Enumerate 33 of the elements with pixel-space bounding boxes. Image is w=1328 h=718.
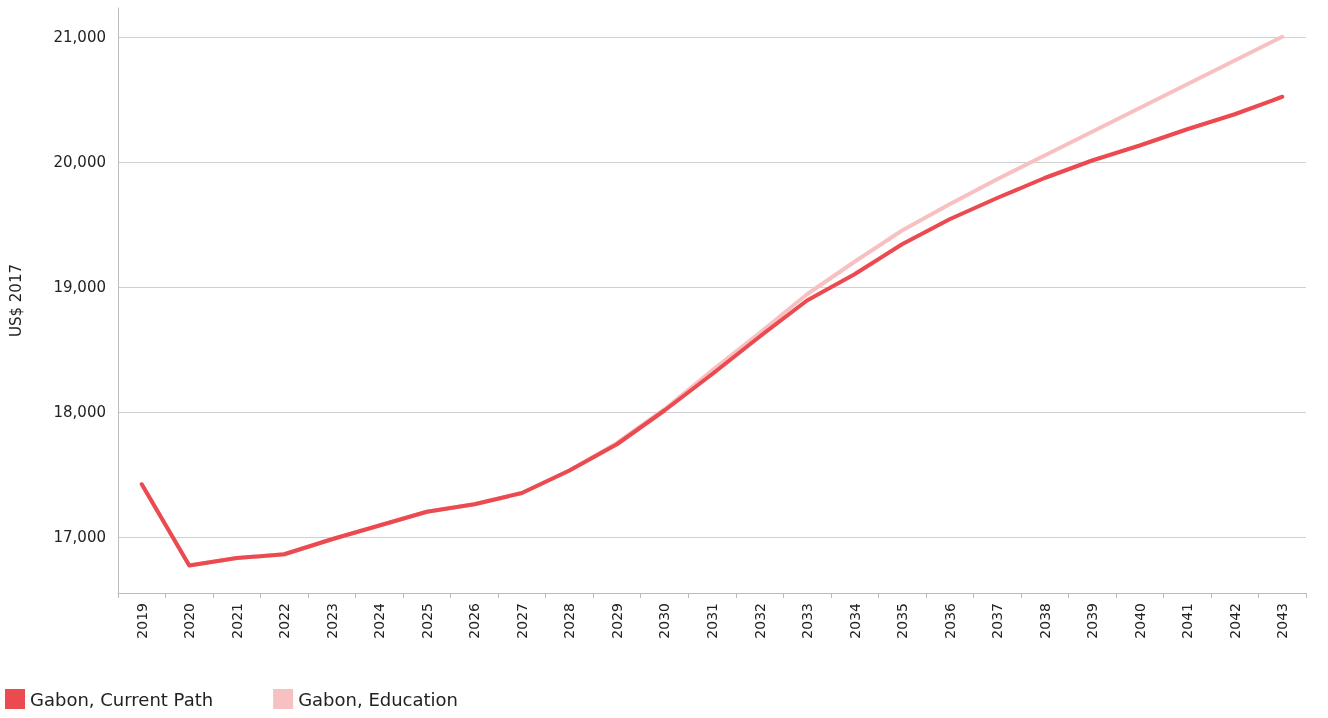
- x-tick-label: 2028: [561, 603, 578, 639]
- x-tick-label: 2024: [371, 602, 388, 639]
- legend-label: Gabon, Education: [298, 688, 459, 710]
- x-tick-label: 2037: [989, 603, 1006, 639]
- x-tick-label: 2026: [466, 602, 483, 639]
- x-tick-label: 2020: [181, 603, 198, 639]
- x-tick-label: 2027: [513, 603, 530, 639]
- y-tick-label: 19,000: [53, 277, 106, 296]
- x-tick-label: 2021: [228, 603, 245, 639]
- x-tick-label: 2033: [799, 603, 816, 639]
- x-tick-label: 2025: [418, 603, 435, 639]
- x-tick-label: 2022: [276, 603, 293, 639]
- x-tick-label: 2034: [846, 602, 863, 639]
- x-tick-label: 2035: [894, 603, 911, 639]
- legend-label: Gabon, Current Path: [30, 688, 214, 710]
- y-axis-title: US$ 2017: [6, 264, 25, 337]
- y-tick-label: 17,000: [53, 527, 106, 546]
- x-tick-label: 2038: [1036, 603, 1053, 639]
- x-tick-label: 2042: [1226, 603, 1243, 639]
- y-tick-label: 18,000: [53, 402, 106, 421]
- y-tick-label: 21,000: [53, 27, 106, 46]
- y-tick-label: 20,000: [53, 152, 106, 171]
- x-tick-label: 2039: [1084, 603, 1101, 639]
- x-tick-label: 2030: [656, 603, 673, 639]
- x-tick-label: 2036: [941, 602, 958, 639]
- x-tick-label: 2040: [1131, 603, 1148, 639]
- x-tick-label: 2023: [323, 603, 340, 639]
- x-tick-label: 2031: [704, 603, 720, 639]
- x-tick-label: 2029: [608, 603, 625, 639]
- x-tick-label: 2019: [133, 603, 150, 639]
- x-tick-label: 2043: [1274, 603, 1291, 639]
- x-tick-label: 2041: [1179, 603, 1196, 639]
- x-tick-label: 2032: [751, 603, 768, 639]
